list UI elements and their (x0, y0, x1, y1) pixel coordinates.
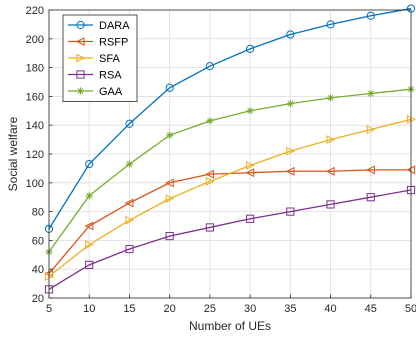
x-tick-label: 5 (46, 303, 52, 315)
data-point-rsfp (124, 198, 134, 208)
legend-label-dara: DARA (99, 20, 130, 32)
legend-marker-rsa (76, 70, 85, 79)
data-point-gaa (206, 117, 214, 125)
data-point-rsa (205, 223, 214, 232)
data-point-dara (326, 20, 335, 29)
data-point-rsfp (366, 165, 375, 175)
x-tick-label: 35 (284, 303, 296, 315)
legend-label-gaa: GAA (99, 86, 123, 98)
data-point-gaa (286, 100, 294, 108)
data-point-sfa (246, 161, 255, 170)
y-tick-label: 40 (32, 264, 44, 276)
legend-marker-sfa (76, 53, 86, 63)
data-point-gaa (166, 131, 174, 139)
data-point-gaa (246, 107, 254, 115)
data-point-sfa (286, 146, 296, 156)
x-tick-label: 30 (244, 303, 256, 315)
x-tick-label: 15 (123, 303, 135, 315)
data-point-rsa (366, 193, 375, 202)
data-point-sfa (326, 135, 336, 145)
data-point-gaa (85, 192, 93, 200)
data-point-dara (286, 30, 295, 39)
legend-marker-dara (76, 20, 85, 30)
x-tick-label: 10 (83, 303, 95, 315)
data-point-gaa (367, 89, 375, 98)
legend-label-rsfp: RSFP (99, 37, 128, 49)
x-tick-label: 20 (164, 303, 176, 315)
y-tick-label: 200 (26, 34, 44, 46)
series-line-dara (48, 7, 412, 230)
y-tick-label: 60 (32, 235, 44, 247)
y-tick-label: 80 (32, 207, 44, 219)
data-point-rsa (326, 200, 335, 209)
data-point-rsfp (84, 221, 94, 231)
legend: DARA RSFP SFA RSA GAA (62, 14, 138, 102)
data-point-dara (165, 83, 174, 92)
legend-marker-gaa (76, 87, 85, 95)
data-point-sfa (125, 215, 135, 225)
data-point-rsfp (285, 166, 295, 176)
y-tick-label: 100 (26, 178, 44, 190)
y-tick-label: 20 (32, 293, 44, 305)
data-point-sfa (366, 125, 376, 134)
data-point-rsa (165, 231, 174, 241)
axis-ticks: 5 10 15 20 25 30 35 40 45 50 20 40 60 80 100 120 140 160 1… (26, 5, 416, 315)
y-tick-label: 180 (26, 63, 44, 75)
series-line-gaa (48, 88, 412, 253)
data-point-dara (205, 62, 214, 71)
data-point-dara (85, 159, 94, 169)
data-point-rsa (246, 214, 255, 223)
data-point-sfa (165, 194, 175, 204)
x-tick-label: 45 (365, 303, 377, 315)
y-axis-label: Social welfare (6, 116, 20, 191)
data-point-dara (246, 44, 255, 53)
data-point-rsfp (164, 178, 174, 188)
data-point-rsa (85, 260, 94, 269)
legend-label-sfa: SFA (99, 53, 120, 65)
series-line-sfa (48, 118, 412, 277)
y-tick-label: 160 (26, 91, 44, 103)
series-line-rsa (48, 189, 412, 290)
legend-label-rsa: RSA (99, 70, 122, 82)
data-point-rsa (286, 207, 295, 216)
y-tick-label: 140 (26, 120, 44, 132)
data-point-dara (125, 119, 134, 128)
data-point-rsfp (245, 168, 255, 178)
data-point-sfa (205, 176, 215, 186)
data-point-gaa (326, 94, 335, 102)
data-point-sfa (85, 240, 94, 250)
data-point-rsfp (205, 169, 214, 179)
data-point-rsfp (325, 166, 335, 176)
y-tick-label: 220 (26, 5, 44, 17)
x-tick-label: 40 (324, 303, 336, 315)
legend-marker-rsfp (75, 37, 85, 46)
data-point-rsa (125, 244, 134, 254)
x-axis-label: Number of UEs (189, 319, 271, 333)
x-tick-label: 50 (405, 303, 416, 315)
data-point-gaa (125, 160, 134, 168)
x-tick-label: 25 (204, 303, 216, 315)
y-tick-label: 120 (26, 149, 44, 161)
data-point-dara (366, 11, 375, 20)
